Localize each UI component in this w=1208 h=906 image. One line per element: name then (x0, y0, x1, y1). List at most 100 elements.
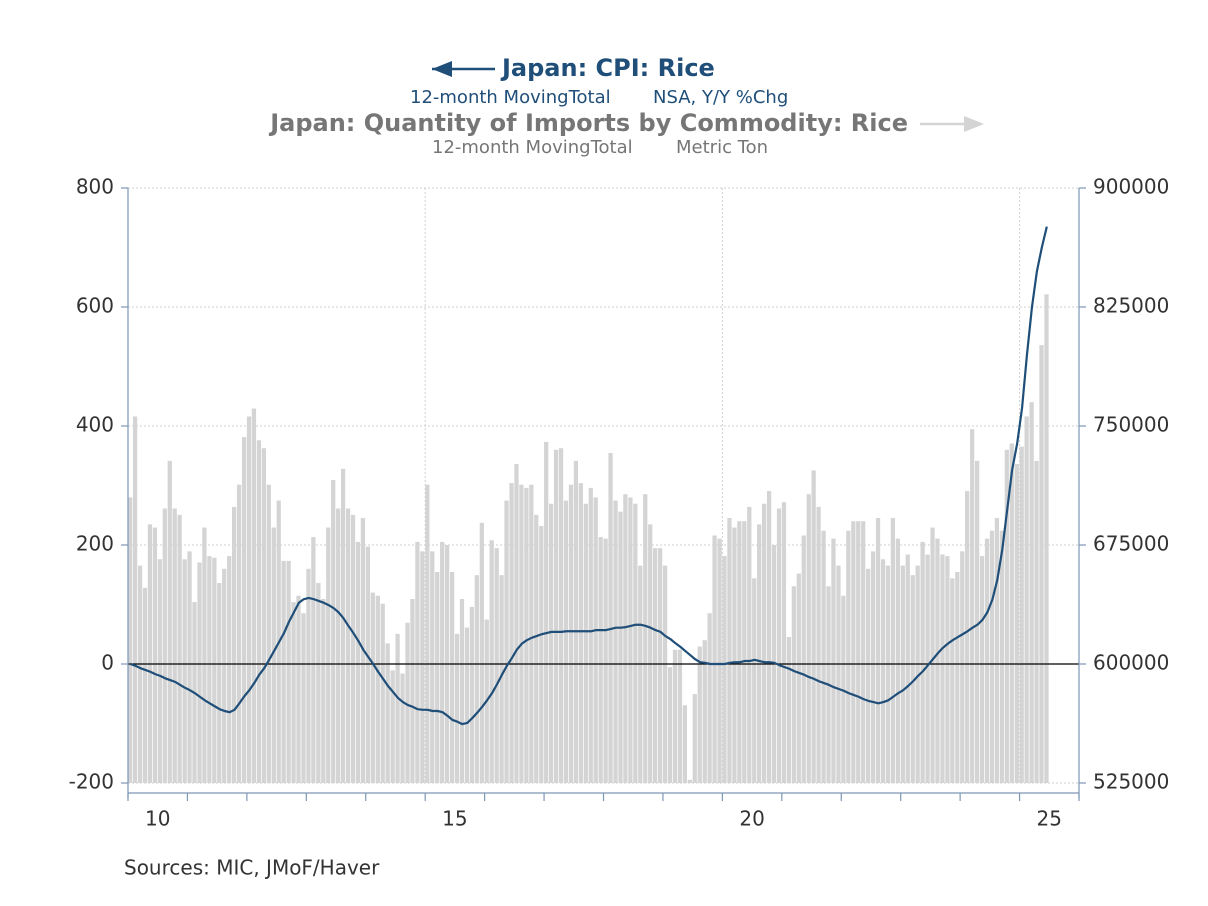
bar (380, 603, 385, 783)
legend-arrowhead (964, 116, 984, 132)
x-tick-label: 10 (145, 807, 170, 831)
bar (142, 587, 148, 783)
bar (861, 521, 866, 783)
bar (623, 494, 628, 783)
bar (440, 541, 445, 783)
bar (692, 694, 697, 783)
y2-tick-label: 825000 (1093, 294, 1169, 318)
bar (945, 556, 950, 783)
y-tick-label: 600 (76, 294, 114, 318)
bar (955, 571, 960, 783)
bar (236, 484, 242, 783)
bar (390, 670, 395, 783)
bar (504, 500, 509, 783)
bar (742, 521, 747, 783)
line (130, 226, 1048, 726)
bar (965, 491, 970, 783)
bar (395, 633, 400, 783)
bar (187, 551, 192, 783)
bar (687, 779, 692, 783)
bar (593, 497, 598, 783)
bar (662, 565, 668, 783)
bar (722, 556, 727, 783)
bar (702, 640, 707, 783)
bar (1004, 449, 1009, 783)
bar (291, 602, 296, 783)
bar (301, 613, 306, 783)
bar (340, 468, 346, 783)
bar (653, 548, 658, 783)
bar (856, 521, 861, 783)
bar (568, 484, 574, 783)
bar (261, 448, 266, 783)
bar (167, 460, 172, 783)
bar (400, 673, 405, 783)
bar (370, 592, 375, 783)
bar (331, 479, 336, 783)
bar (405, 622, 410, 783)
bar (578, 483, 583, 783)
legend-note: NSA, Y/Y %Chg (653, 87, 788, 108)
bar (1019, 446, 1024, 783)
bar (672, 649, 678, 783)
bar (147, 524, 153, 783)
bar (613, 500, 618, 783)
bar (895, 538, 901, 783)
bar (544, 441, 549, 783)
bar (643, 494, 648, 783)
bar (558, 448, 564, 783)
bar (940, 554, 945, 783)
bar (464, 627, 470, 783)
bar (667, 667, 673, 783)
bar (846, 530, 851, 783)
bar (776, 508, 782, 783)
bar (588, 487, 593, 783)
x-tick-label: 25 (1037, 807, 1062, 831)
bar (469, 606, 475, 783)
bar (534, 514, 539, 783)
bar (132, 416, 138, 783)
bar (286, 560, 291, 783)
bar (618, 511, 623, 783)
bar (162, 508, 167, 783)
bar (212, 557, 217, 783)
bar (979, 556, 985, 783)
bar (762, 503, 767, 783)
bar (217, 583, 222, 783)
bar (633, 503, 638, 783)
bar (182, 559, 187, 783)
bar (415, 541, 420, 783)
bar (410, 598, 415, 783)
bar (271, 527, 276, 783)
bar (316, 583, 321, 783)
bar (648, 524, 653, 783)
bar (350, 514, 356, 783)
bar (786, 637, 792, 783)
bar (707, 613, 712, 783)
bar (806, 494, 811, 783)
bar (321, 598, 326, 783)
bar (232, 506, 237, 783)
bar (866, 568, 871, 783)
x-tick-label: 20 (739, 807, 764, 831)
bar (870, 551, 876, 783)
bar (960, 551, 965, 783)
bar (459, 598, 465, 783)
bar (880, 559, 886, 783)
bar (524, 487, 529, 783)
bar (1009, 443, 1014, 783)
bar (984, 538, 990, 783)
bar (583, 503, 588, 783)
bar (509, 483, 514, 783)
legend-arrowhead (432, 61, 452, 77)
bar (950, 578, 955, 783)
bar (598, 537, 603, 783)
legend-title: Japan: CPI: Rice (500, 54, 715, 82)
bar (137, 565, 143, 783)
bar (365, 546, 371, 783)
bar (890, 518, 896, 783)
bar (658, 548, 663, 783)
bar (311, 537, 316, 783)
bar (489, 540, 494, 783)
